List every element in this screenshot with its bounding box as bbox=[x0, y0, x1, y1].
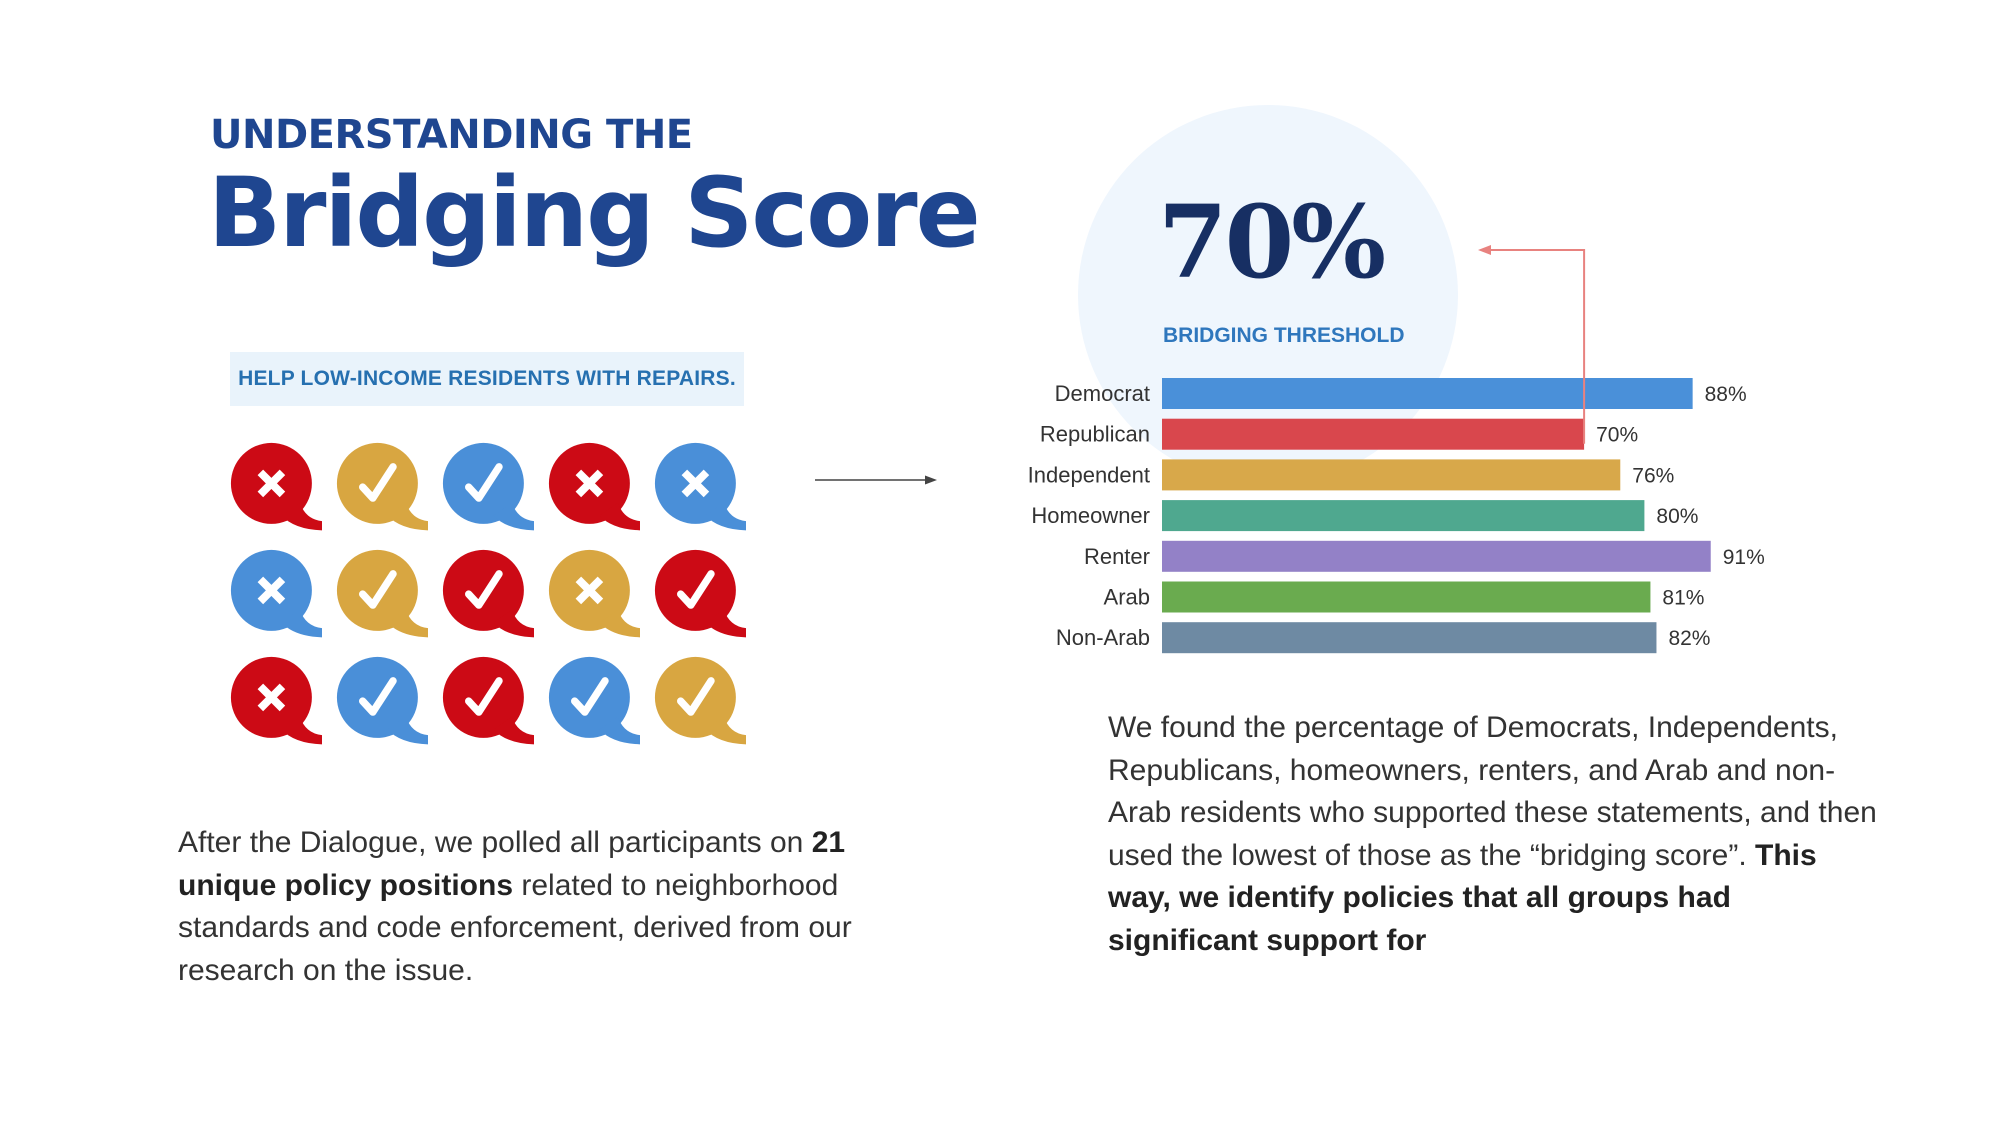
bar-democrat bbox=[1162, 378, 1693, 409]
support-bubble-icon bbox=[548, 656, 640, 748]
bar-value-label: 82% bbox=[1668, 627, 1710, 650]
bar-independent bbox=[1162, 459, 1621, 491]
bar-republican bbox=[1162, 418, 1585, 450]
threshold-value: 70% bbox=[1158, 183, 1386, 301]
bar-value-label: 88% bbox=[1705, 383, 1747, 406]
bar-homeowner bbox=[1162, 500, 1645, 532]
intro-text: After the Dialogue, we polled all partic… bbox=[178, 826, 812, 859]
bar-arab bbox=[1162, 581, 1651, 613]
arrow-right-icon bbox=[815, 475, 937, 485]
bar-value-label: 91% bbox=[1723, 546, 1765, 569]
oppose-bubble-icon bbox=[548, 442, 640, 534]
oppose-bubble-icon bbox=[654, 442, 746, 534]
support-bubble-icon bbox=[442, 442, 534, 534]
bar-value-label: 80% bbox=[1656, 505, 1698, 528]
bar-category-label: Non-Arab bbox=[1056, 625, 1150, 650]
method-paragraph: We found the percentage of Democrats, In… bbox=[1108, 707, 1878, 962]
oppose-bubble-icon bbox=[230, 442, 322, 534]
bar-non-arab bbox=[1162, 622, 1657, 654]
bar-value-label: 76% bbox=[1632, 464, 1674, 487]
oppose-bubble-icon bbox=[230, 656, 322, 748]
method-text: We found the percentage of Democrats, In… bbox=[1108, 711, 1877, 872]
method-emphasis: This way, we identify policies that all … bbox=[1108, 838, 1817, 957]
bar-value-label: 81% bbox=[1662, 587, 1704, 610]
bar-category-label: Democrat bbox=[1055, 381, 1150, 406]
bar-category-label: Homeowner bbox=[1031, 503, 1150, 528]
intro-paragraph: After the Dialogue, we polled all partic… bbox=[178, 822, 858, 992]
bridging-bar-chart: Democrat 88% Republican 70% Independent 76% Ho… bbox=[1028, 245, 1765, 654]
bar-renter bbox=[1162, 540, 1711, 572]
support-bubble-icon bbox=[336, 442, 428, 534]
support-bubble-icon bbox=[442, 549, 534, 641]
statement-text: HELP LOW-INCOME RESIDENTS WITH REPAIRS. bbox=[238, 367, 736, 390]
threshold-label: BRIDGING THRESHOLD bbox=[1163, 324, 1405, 347]
statement-banner: HELP LOW-INCOME RESIDENTS WITH REPAIRS. bbox=[230, 352, 744, 406]
bar-category-label: Arab bbox=[1104, 585, 1150, 610]
oppose-bubble-icon bbox=[230, 549, 322, 641]
support-bubble-icon bbox=[654, 549, 746, 641]
support-bubble-icon bbox=[442, 656, 534, 748]
intro-emphasis: 21 unique policy positions bbox=[178, 826, 846, 902]
threshold-arrowhead-icon bbox=[1478, 245, 1491, 255]
heading-kicker: UNDERSTANDING THE bbox=[210, 112, 693, 158]
bar-category-label: Renter bbox=[1084, 544, 1150, 569]
support-bubble-icon bbox=[336, 549, 428, 641]
bar-category-label: Republican bbox=[1040, 422, 1150, 447]
support-bubble-icon bbox=[654, 656, 746, 748]
bar-value-label: 70% bbox=[1596, 424, 1638, 447]
intro-text-end: related to neighborhood standards and co… bbox=[178, 868, 852, 987]
support-bubble-icon bbox=[336, 656, 428, 748]
bar-category-label: Independent bbox=[1028, 462, 1150, 487]
threshold-connector-line bbox=[1488, 249, 1586, 444]
oppose-bubble-icon bbox=[548, 549, 640, 641]
page-title: Bridging Score bbox=[208, 157, 981, 269]
